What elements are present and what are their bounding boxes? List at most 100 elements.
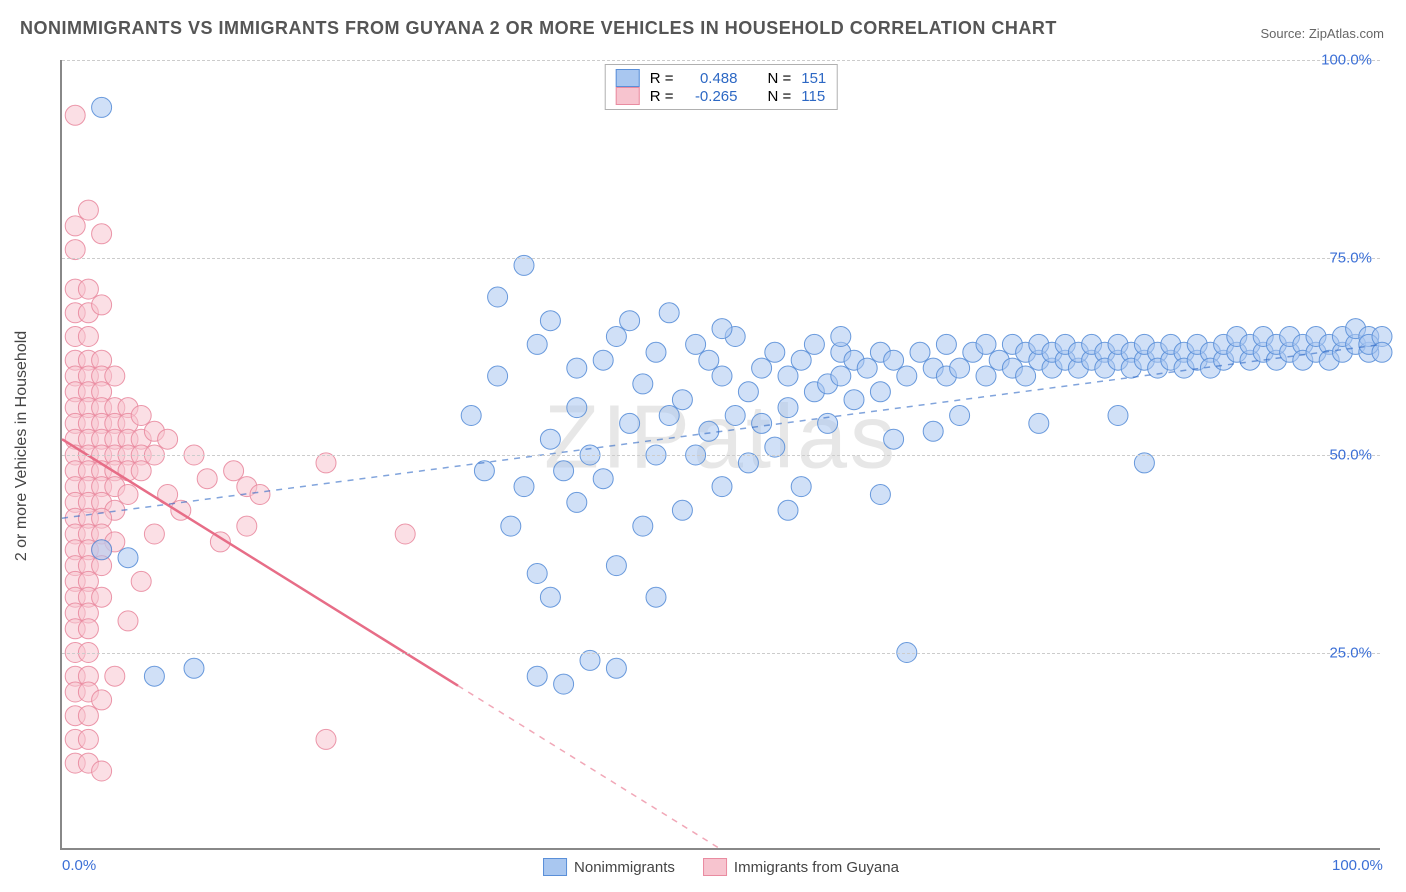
data-point xyxy=(105,366,125,386)
data-point xyxy=(197,469,217,489)
data-point xyxy=(778,366,798,386)
n-label: N = xyxy=(767,70,791,87)
data-point xyxy=(699,350,719,370)
data-point xyxy=(92,540,112,560)
data-point xyxy=(131,461,151,481)
data-point xyxy=(78,706,98,726)
data-point xyxy=(184,658,204,678)
data-point xyxy=(593,469,613,489)
data-point xyxy=(818,413,838,433)
data-point xyxy=(92,587,112,607)
legend-item-immigrants: Immigrants from Guyana xyxy=(703,858,899,876)
data-point xyxy=(540,429,560,449)
data-point xyxy=(752,358,772,378)
data-point xyxy=(606,556,626,576)
data-point xyxy=(92,690,112,710)
chart-svg xyxy=(62,60,1380,848)
data-point xyxy=(804,334,824,354)
data-point xyxy=(884,350,904,370)
data-point xyxy=(78,619,98,639)
chart-title: NONIMMIGRANTS VS IMMIGRANTS FROM GUYANA … xyxy=(20,18,1057,39)
data-point xyxy=(620,413,640,433)
data-point xyxy=(831,366,851,386)
data-point xyxy=(540,311,560,331)
data-point xyxy=(554,674,574,694)
n-label: N = xyxy=(767,88,791,105)
data-point xyxy=(567,358,587,378)
trend-line-extrapolated xyxy=(458,686,722,850)
correlation-legend: R = 0.488 N = 151 R = -0.265 N = 115 xyxy=(605,64,838,110)
chart-area: ZIPatlas R = 0.488 N = 151 R = -0.265 N … xyxy=(60,60,1380,850)
data-point xyxy=(699,421,719,441)
data-point xyxy=(752,413,772,433)
data-point xyxy=(65,105,85,125)
data-point xyxy=(131,406,151,426)
data-point xyxy=(857,358,877,378)
data-point xyxy=(791,350,811,370)
data-point xyxy=(131,571,151,591)
data-point xyxy=(554,461,574,481)
gridline xyxy=(62,653,1380,654)
r-value-immigrants: -0.265 xyxy=(683,88,737,105)
data-point xyxy=(92,761,112,781)
data-point xyxy=(158,429,178,449)
swatch-immigrants xyxy=(616,87,640,105)
data-point xyxy=(844,390,864,410)
data-point xyxy=(923,421,943,441)
data-point xyxy=(686,334,706,354)
data-point xyxy=(897,366,917,386)
data-point xyxy=(1108,406,1128,426)
legend-row-nonimmigrants: R = 0.488 N = 151 xyxy=(616,69,827,87)
data-point xyxy=(527,666,547,686)
swatch-nonimmigrants xyxy=(616,69,640,87)
legend-label-immigrants: Immigrants from Guyana xyxy=(734,859,899,876)
r-label: R = xyxy=(650,70,674,87)
data-point xyxy=(118,485,138,505)
data-point xyxy=(791,477,811,497)
y-tick-label: 75.0% xyxy=(1329,249,1372,266)
data-point xyxy=(633,374,653,394)
data-point xyxy=(672,500,692,520)
data-point xyxy=(78,327,98,347)
data-point xyxy=(870,382,890,402)
n-value-immigrants: 115 xyxy=(801,88,825,105)
data-point xyxy=(461,406,481,426)
data-point xyxy=(659,303,679,323)
data-point xyxy=(92,224,112,244)
data-point xyxy=(118,611,138,631)
y-tick-label: 50.0% xyxy=(1329,447,1372,464)
data-point xyxy=(105,666,125,686)
legend-row-immigrants: R = -0.265 N = 115 xyxy=(616,87,827,105)
gridline xyxy=(62,258,1380,259)
data-point xyxy=(514,477,534,497)
data-point xyxy=(950,358,970,378)
data-point xyxy=(778,500,798,520)
data-point xyxy=(712,366,732,386)
data-point xyxy=(976,366,996,386)
r-label: R = xyxy=(650,88,674,105)
data-point xyxy=(567,492,587,512)
data-point xyxy=(250,485,270,505)
data-point xyxy=(593,350,613,370)
data-point xyxy=(224,461,244,481)
data-point xyxy=(936,334,956,354)
data-point xyxy=(316,729,336,749)
data-point xyxy=(78,200,98,220)
data-point xyxy=(1029,413,1049,433)
data-point xyxy=(950,406,970,426)
data-point xyxy=(237,516,257,536)
gridline xyxy=(62,455,1380,456)
data-point xyxy=(540,587,560,607)
data-point xyxy=(527,564,547,584)
gridline xyxy=(62,60,1380,61)
data-point xyxy=(501,516,521,536)
data-point xyxy=(884,429,904,449)
data-point xyxy=(910,342,930,362)
data-point xyxy=(144,666,164,686)
data-point xyxy=(765,342,785,362)
y-axis-label: 2 or more Vehicles in Household xyxy=(13,331,31,561)
series-legend: Nonimmigrants Immigrants from Guyana xyxy=(543,858,899,876)
data-point xyxy=(118,548,138,568)
data-point xyxy=(976,334,996,354)
swatch-immigrants-icon xyxy=(703,858,727,876)
